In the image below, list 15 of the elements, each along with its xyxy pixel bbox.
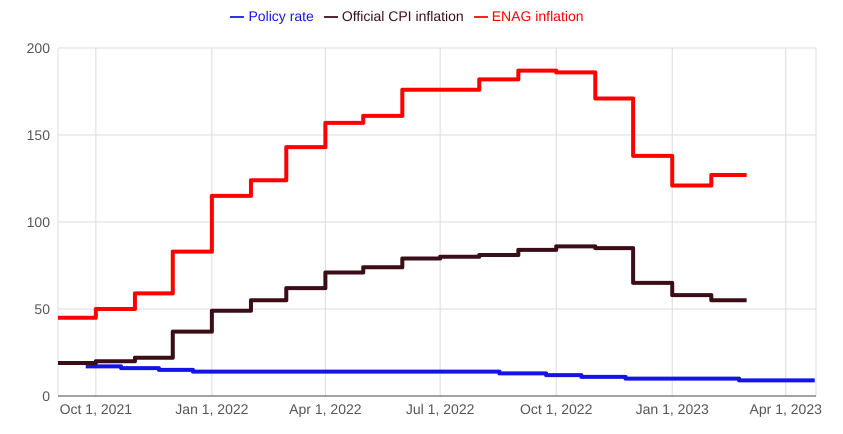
legend-label: Official CPI inflation — [342, 8, 464, 24]
y-tick-label: 0 — [42, 388, 50, 404]
x-tick-label: Jan 1, 2023 — [636, 400, 710, 417]
y-tick-label: 200 — [26, 40, 50, 56]
legend-label: Policy rate — [248, 8, 314, 24]
x-tick-label: Oct 1, 2022 — [520, 400, 593, 417]
x-tick-label: Oct 1, 2021 — [60, 400, 132, 417]
y-tick-label: 100 — [26, 214, 50, 230]
x-tick-label: Jan 1, 2022 — [175, 400, 249, 417]
y-tick-label: 150 — [26, 126, 50, 143]
x-tick-label: Apr 1, 2023 — [750, 400, 822, 417]
x-tick-label: Apr 1, 2022 — [289, 400, 362, 417]
legend-label: ENAG inflation — [492, 8, 584, 24]
x-tick-label: Jul 1, 2022 — [406, 400, 475, 417]
y-tick-label: 50 — [34, 300, 50, 317]
